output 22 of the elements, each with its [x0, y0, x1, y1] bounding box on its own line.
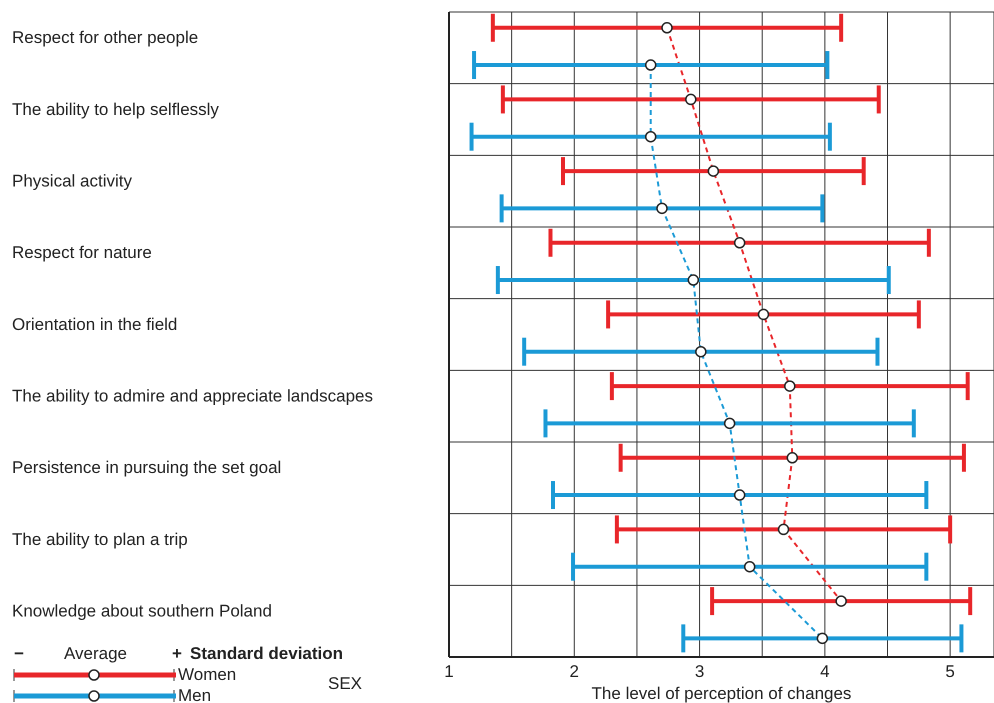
text: Average: [64, 644, 128, 664]
legend-label: Women: [178, 664, 236, 684]
x-axis-title: The level of perception of changes: [592, 684, 852, 703]
y-tick-label: The ability to admire and appreciate landscapes: [12, 386, 373, 406]
legend-title: SEX: [328, 674, 362, 694]
y-tick-label: The ability to plan a trip: [12, 530, 188, 549]
x-tick-label: 3: [694, 662, 704, 682]
x-tick-label: 5: [945, 662, 955, 682]
y-tick-label: The ability to help selflessly: [12, 100, 220, 119]
text: +: [172, 644, 182, 664]
x-tick-label: 2: [570, 662, 580, 682]
y-tick-label: Respect for nature: [12, 243, 152, 262]
x-tick-label: 1: [444, 662, 454, 682]
legend-label: Men: [178, 686, 212, 703]
y-tick-label: Knowledge about southern Poland: [12, 601, 272, 620]
x-tick-label: 4: [820, 662, 830, 682]
y-tick-label: Respect for other people: [12, 28, 198, 48]
y-tick-label: Physical activity: [12, 171, 132, 190]
text: −: [14, 644, 24, 664]
y-tick-label: Orientation in the field: [12, 314, 178, 334]
y-tick-label: Persistence in pursuing the set goal: [12, 458, 282, 478]
text: Standard deviation: [190, 644, 344, 664]
